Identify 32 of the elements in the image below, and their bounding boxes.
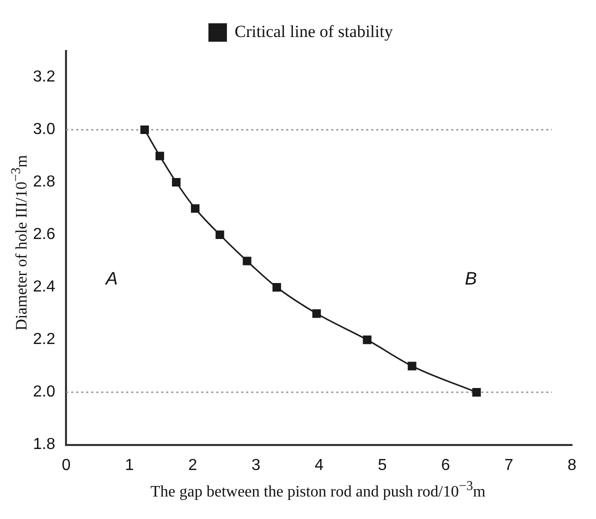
y-tick-label: 3.2 (32, 68, 56, 86)
x-tick-label: 4 (314, 456, 324, 474)
point (472, 388, 481, 397)
legend-label: Critical line of stability (234, 22, 394, 41)
y-tick-label: 2.2 (32, 331, 56, 348)
y-tick-label: 2.0 (32, 384, 56, 401)
x-tick-label: 7 (504, 456, 514, 474)
x-tick-label: 8 (568, 456, 577, 474)
point (272, 282, 282, 292)
x-tick-label: 0 (62, 456, 71, 474)
point (242, 256, 252, 266)
x-tick-label: 3 (251, 456, 260, 474)
point (216, 230, 224, 240)
x-tick-label: 2 (188, 456, 198, 474)
y-tick-label: 1.8 (32, 436, 56, 454)
point (172, 178, 181, 187)
point (190, 204, 200, 213)
y-tick-label: 2.6 (32, 226, 56, 244)
point (362, 336, 372, 344)
x-tick-label: 1 (125, 456, 134, 474)
point (408, 362, 416, 370)
annotation: B (464, 268, 477, 288)
y-tick-label: 3.0 (32, 121, 56, 138)
annotation: A (104, 268, 118, 288)
point (156, 152, 164, 160)
point (140, 125, 149, 134)
x-tick-label: 5 (378, 456, 387, 474)
x-axis-title: The gap between the piston rod and push rod/10$^{−3}$m (149, 478, 486, 502)
y-tick-label: 2.4 (32, 278, 56, 296)
y-tick-label: 2.8 (32, 174, 56, 191)
point (312, 309, 321, 318)
x-tick-label: 6 (441, 456, 450, 474)
